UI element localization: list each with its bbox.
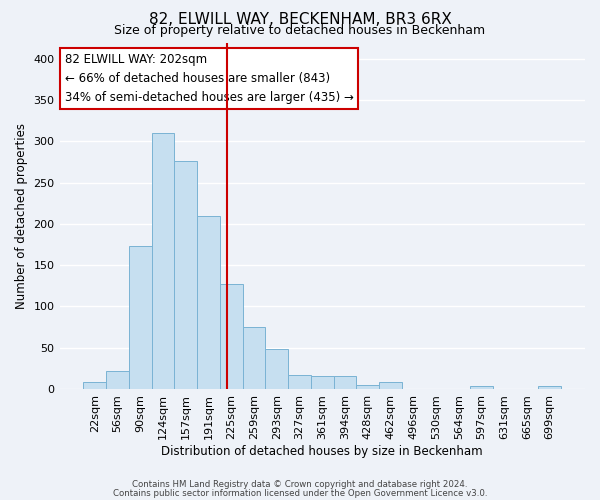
Bar: [265, 350, 288, 389]
Bar: [106, 371, 129, 389]
Bar: [220, 284, 242, 389]
Text: Size of property relative to detached houses in Beckenham: Size of property relative to detached ho…: [115, 24, 485, 37]
Text: 82, ELWILL WAY, BECKENHAM, BR3 6RX: 82, ELWILL WAY, BECKENHAM, BR3 6RX: [149, 12, 451, 28]
Text: 82 ELWILL WAY: 202sqm
← 66% of detached houses are smaller (843)
34% of semi-det: 82 ELWILL WAY: 202sqm ← 66% of detached …: [65, 53, 353, 104]
Bar: [197, 216, 220, 389]
Bar: [175, 162, 197, 389]
Bar: [334, 376, 356, 389]
Bar: [288, 375, 311, 389]
Bar: [538, 386, 561, 389]
Bar: [470, 386, 493, 389]
Y-axis label: Number of detached properties: Number of detached properties: [15, 122, 28, 308]
Bar: [311, 376, 334, 389]
X-axis label: Distribution of detached houses by size in Beckenham: Distribution of detached houses by size …: [161, 444, 483, 458]
Bar: [356, 385, 379, 389]
Text: Contains public sector information licensed under the Open Government Licence v3: Contains public sector information licen…: [113, 488, 487, 498]
Bar: [242, 327, 265, 389]
Bar: [129, 246, 152, 389]
Bar: [379, 382, 402, 389]
Text: Contains HM Land Registry data © Crown copyright and database right 2024.: Contains HM Land Registry data © Crown c…: [132, 480, 468, 489]
Bar: [83, 382, 106, 389]
Bar: [152, 133, 175, 389]
